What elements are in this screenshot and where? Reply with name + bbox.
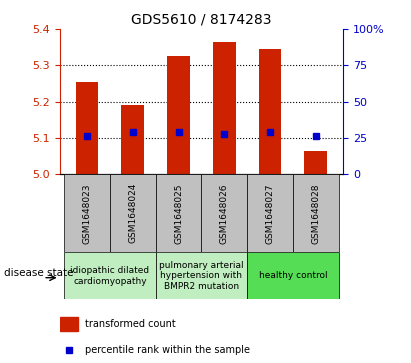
Bar <box>60 317 78 331</box>
Text: healthy control: healthy control <box>259 272 327 280</box>
Bar <box>304 151 327 174</box>
Bar <box>76 82 99 174</box>
Bar <box>110 174 156 252</box>
Text: GSM1648027: GSM1648027 <box>266 183 275 244</box>
Bar <box>64 252 156 299</box>
Bar <box>64 174 110 252</box>
Bar <box>156 252 247 299</box>
Bar <box>167 56 190 174</box>
Bar <box>121 105 144 174</box>
Text: disease state: disease state <box>4 268 74 278</box>
Bar <box>247 252 339 299</box>
Text: transformed count: transformed count <box>85 319 175 329</box>
Text: GSM1648028: GSM1648028 <box>311 183 320 244</box>
Text: GSM1648024: GSM1648024 <box>128 183 137 244</box>
Bar <box>156 174 201 252</box>
Bar <box>259 49 282 174</box>
Text: GSM1648023: GSM1648023 <box>83 183 92 244</box>
Text: percentile rank within the sample: percentile rank within the sample <box>85 345 250 355</box>
Text: GSM1648025: GSM1648025 <box>174 183 183 244</box>
Text: GSM1648026: GSM1648026 <box>220 183 229 244</box>
Bar <box>293 174 339 252</box>
Bar <box>213 42 236 174</box>
Bar <box>201 174 247 252</box>
Text: pulmonary arterial
hypertension with
BMPR2 mutation: pulmonary arterial hypertension with BMP… <box>159 261 244 291</box>
Text: idiopathic dilated
cardiomyopathy: idiopathic dilated cardiomyopathy <box>70 266 150 286</box>
Bar <box>247 174 293 252</box>
Title: GDS5610 / 8174283: GDS5610 / 8174283 <box>131 12 272 26</box>
